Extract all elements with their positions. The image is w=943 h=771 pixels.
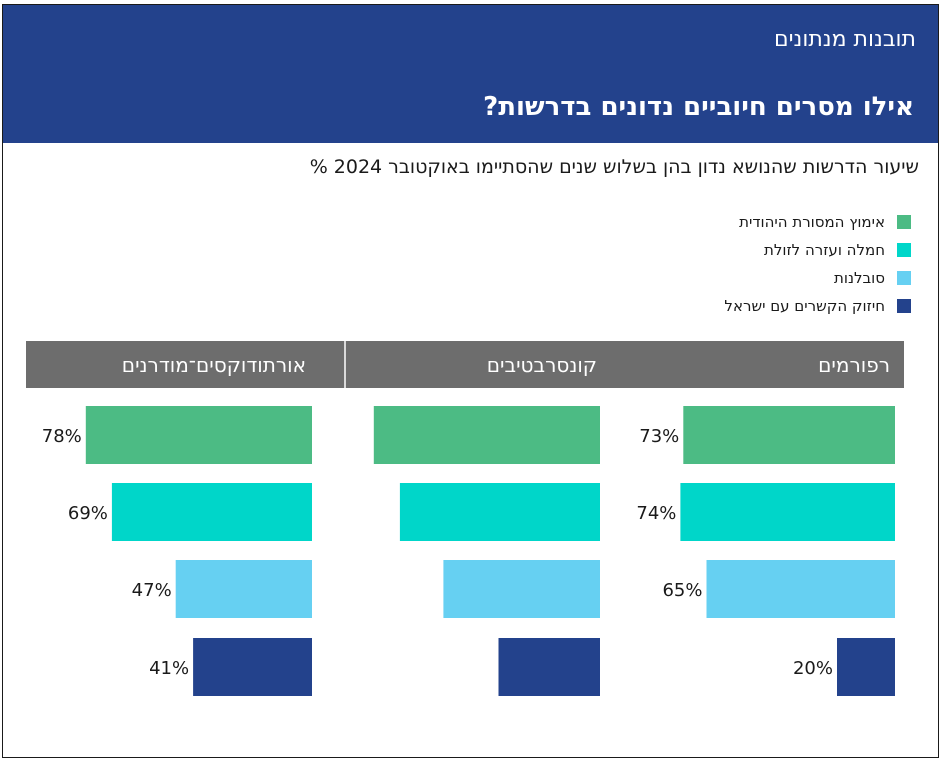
legend-label: חמלה ועזרה לזולת — [764, 241, 885, 259]
bar — [680, 483, 895, 541]
legend-swatch — [897, 215, 911, 229]
bar — [399, 483, 600, 541]
legend-swatch — [897, 299, 911, 313]
data-label: 47% — [132, 580, 172, 601]
legend-label: אימוץ המסורת היהודית — [739, 213, 885, 231]
chart-title: אילו מסרים חיוביים נדונים בדרשות? — [483, 92, 914, 122]
legend-item: חיזוק הקשרים עם ישראל — [724, 292, 911, 320]
legend-label: חיזוק הקשרים עם ישראל — [724, 297, 885, 315]
panel-title: רפורמים — [818, 353, 890, 377]
data-label: 41% — [149, 658, 189, 679]
bar — [706, 560, 895, 618]
data-label: 73% — [639, 426, 679, 447]
legend-item: סובלנות — [724, 264, 911, 292]
legend-swatch — [897, 271, 911, 285]
legend: אימוץ המסורת היהודית חמלה ועזרה לזולת סו… — [724, 208, 911, 320]
bar — [498, 638, 600, 696]
chart-frame — [2, 4, 939, 758]
bar — [443, 560, 600, 618]
bar — [373, 406, 600, 464]
bar — [837, 638, 895, 696]
data-label: 20% — [793, 658, 833, 679]
panel-title: אורתודוקסים־מודרנים — [122, 353, 306, 377]
data-label: 69% — [68, 503, 108, 524]
bar — [193, 638, 312, 696]
bar — [175, 560, 312, 618]
header-banner: תובנות מנתונים אילו מסרים חיוביים נדונים… — [3, 5, 938, 143]
legend-item: חמלה ועזרה לזולת — [724, 236, 911, 264]
header-kicker: תובנות מנתונים — [774, 27, 916, 52]
panel-header-strip — [26, 341, 904, 388]
chart-subtitle: שיעור הדרשות שהנושא נדון בהן בשלוש שנים … — [309, 156, 919, 178]
data-label: 78% — [42, 426, 82, 447]
bar — [683, 406, 895, 464]
data-label: 74% — [636, 503, 676, 524]
bar — [111, 483, 313, 541]
panel-title: קונסרבטיבים — [487, 353, 597, 377]
legend-item: אימוץ המסורת היהודית — [724, 208, 911, 236]
data-label: 65% — [662, 580, 702, 601]
legend-swatch — [897, 243, 911, 257]
legend-label: סובלנות — [834, 269, 885, 287]
bar — [85, 406, 312, 464]
